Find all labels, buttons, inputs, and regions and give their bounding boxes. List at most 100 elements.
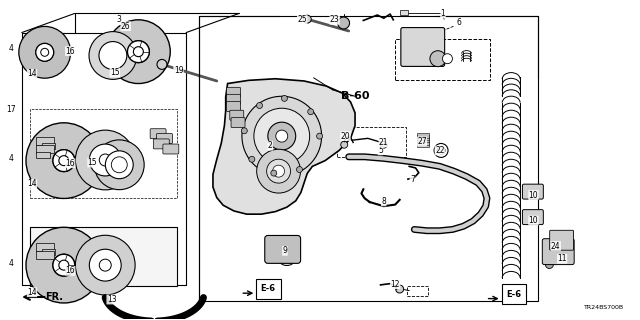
Circle shape — [94, 140, 144, 190]
Circle shape — [267, 159, 291, 183]
Circle shape — [303, 15, 311, 23]
Text: 11: 11 — [557, 254, 567, 263]
Circle shape — [59, 260, 69, 270]
Text: 22: 22 — [435, 146, 445, 155]
Bar — [417, 140, 429, 145]
Text: 23: 23 — [330, 15, 339, 24]
Bar — [417, 138, 429, 142]
Text: 7: 7 — [410, 175, 415, 184]
Bar — [417, 133, 429, 138]
Bar — [36, 152, 51, 158]
Circle shape — [108, 153, 131, 177]
Text: 1: 1 — [440, 9, 445, 18]
Text: FR.: FR. — [45, 292, 63, 302]
Circle shape — [317, 133, 323, 139]
Text: 20: 20 — [340, 132, 350, 140]
Text: 4: 4 — [8, 259, 13, 268]
Bar — [36, 243, 54, 251]
Circle shape — [76, 235, 135, 295]
Circle shape — [133, 47, 143, 57]
Text: 4: 4 — [8, 154, 13, 163]
Circle shape — [26, 227, 102, 303]
Circle shape — [53, 254, 75, 276]
Circle shape — [242, 96, 321, 176]
Circle shape — [127, 41, 149, 63]
Circle shape — [276, 130, 288, 142]
Text: 12: 12 — [390, 280, 400, 289]
FancyBboxPatch shape — [150, 129, 166, 139]
Text: 25: 25 — [298, 15, 307, 24]
Circle shape — [268, 122, 296, 150]
Polygon shape — [213, 79, 355, 214]
Circle shape — [53, 254, 75, 276]
Circle shape — [76, 130, 135, 190]
FancyBboxPatch shape — [265, 236, 301, 263]
Circle shape — [133, 47, 143, 57]
Circle shape — [94, 149, 116, 171]
Bar — [417, 142, 429, 147]
Circle shape — [249, 156, 255, 162]
Circle shape — [106, 151, 133, 179]
Circle shape — [89, 32, 137, 79]
Circle shape — [296, 166, 303, 172]
FancyBboxPatch shape — [157, 133, 172, 143]
Circle shape — [107, 50, 119, 61]
FancyBboxPatch shape — [401, 28, 445, 67]
Circle shape — [340, 141, 348, 148]
Circle shape — [99, 42, 127, 69]
Text: E-6: E-6 — [260, 284, 276, 293]
FancyBboxPatch shape — [542, 239, 574, 265]
FancyBboxPatch shape — [231, 117, 245, 128]
Circle shape — [551, 237, 558, 244]
Circle shape — [157, 60, 167, 69]
FancyBboxPatch shape — [522, 210, 543, 225]
Text: 14: 14 — [27, 288, 36, 297]
FancyBboxPatch shape — [227, 102, 241, 112]
Circle shape — [430, 51, 446, 67]
Text: 2: 2 — [268, 141, 273, 150]
Circle shape — [106, 20, 170, 84]
Bar — [30, 109, 177, 198]
Circle shape — [277, 246, 297, 266]
Bar — [337, 126, 406, 157]
Circle shape — [99, 154, 111, 166]
Bar — [395, 39, 490, 80]
Text: E-6: E-6 — [506, 290, 521, 299]
Bar — [36, 137, 54, 145]
Text: 5: 5 — [378, 146, 383, 155]
Circle shape — [53, 150, 75, 172]
Circle shape — [36, 43, 54, 61]
Circle shape — [100, 260, 110, 270]
Text: 16: 16 — [65, 46, 75, 56]
Circle shape — [273, 165, 285, 177]
Circle shape — [100, 155, 110, 165]
FancyBboxPatch shape — [163, 144, 179, 154]
Text: 16: 16 — [65, 266, 75, 276]
Text: 6: 6 — [456, 19, 461, 28]
Text: 19: 19 — [173, 66, 183, 75]
Circle shape — [380, 141, 387, 148]
Circle shape — [59, 156, 69, 166]
Bar — [199, 16, 538, 301]
Circle shape — [111, 157, 127, 173]
Circle shape — [94, 254, 116, 276]
Circle shape — [254, 108, 310, 164]
Text: 16: 16 — [65, 159, 75, 168]
FancyBboxPatch shape — [522, 184, 543, 199]
Text: 27: 27 — [417, 137, 427, 146]
Text: 24: 24 — [551, 242, 561, 251]
Circle shape — [257, 149, 301, 193]
FancyBboxPatch shape — [230, 110, 244, 120]
FancyBboxPatch shape — [154, 139, 169, 149]
Text: 4: 4 — [8, 44, 13, 53]
Circle shape — [442, 54, 452, 64]
Circle shape — [396, 285, 404, 293]
Circle shape — [41, 48, 49, 56]
Bar — [36, 145, 54, 153]
Circle shape — [26, 123, 102, 198]
FancyBboxPatch shape — [550, 230, 573, 250]
Circle shape — [90, 144, 121, 176]
Bar — [256, 279, 281, 299]
Text: 15: 15 — [88, 158, 97, 167]
Text: 10: 10 — [529, 216, 538, 225]
